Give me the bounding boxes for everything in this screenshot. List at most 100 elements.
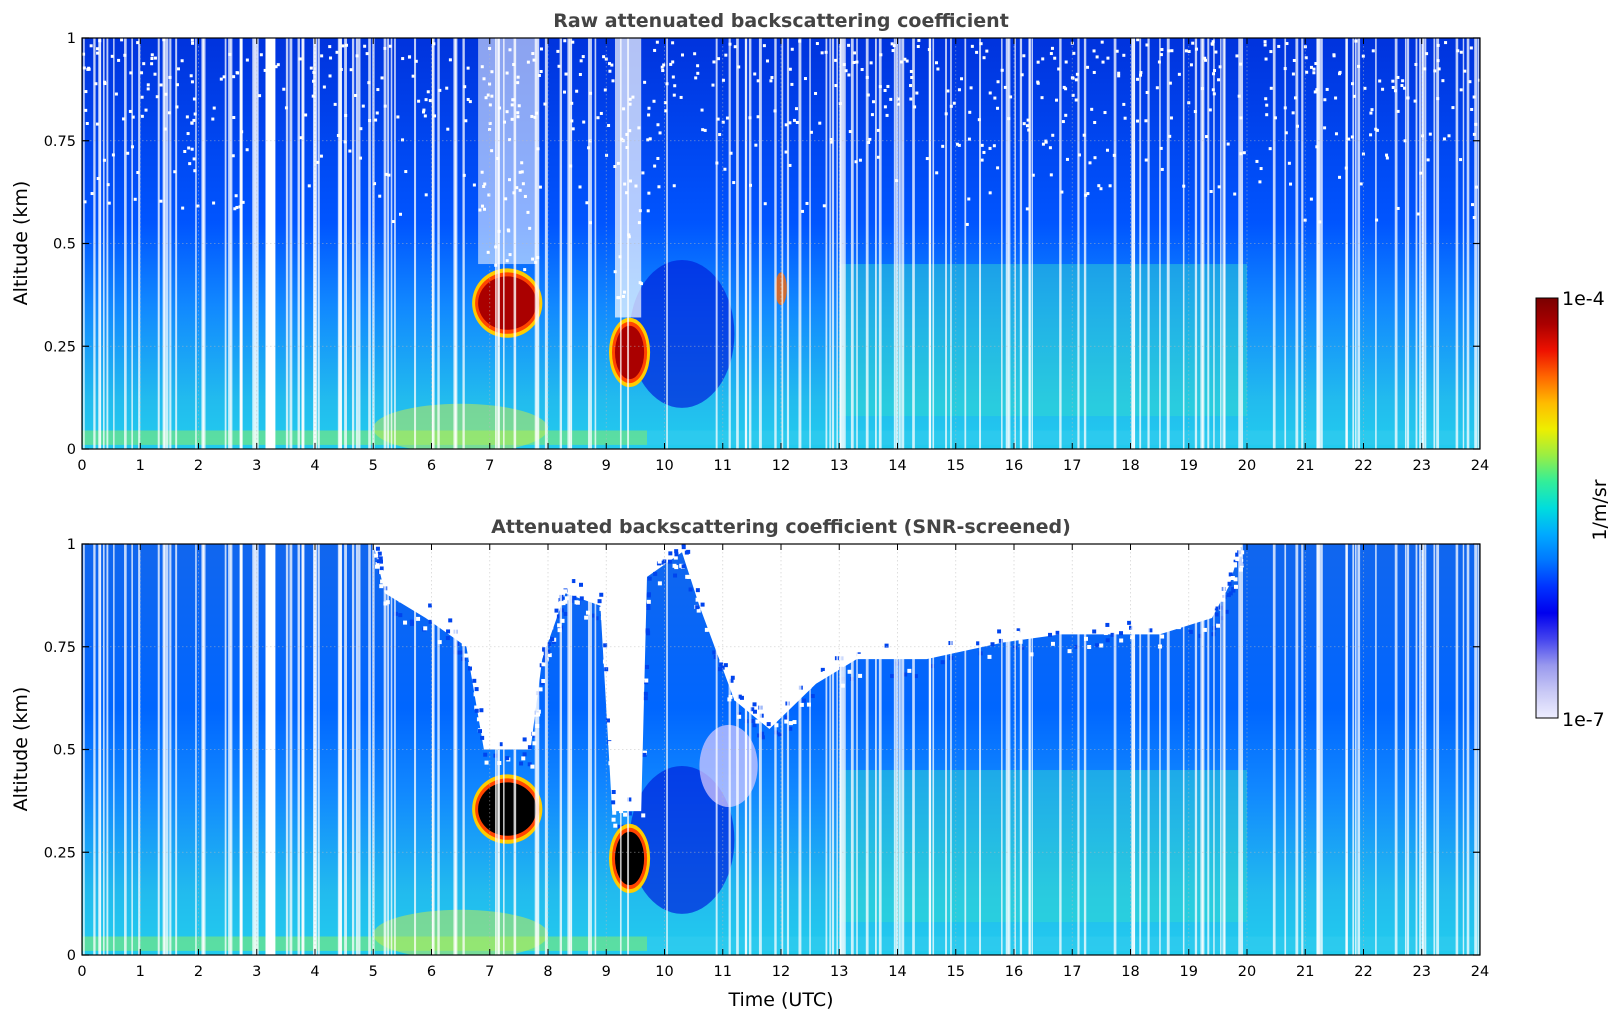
- edge-pixel: [668, 551, 673, 556]
- noise-speckle: [1396, 75, 1400, 79]
- data-gap: [162, 544, 165, 955]
- data-gap: [495, 544, 497, 955]
- noise-speckle: [818, 121, 822, 125]
- data-gap: [1182, 38, 1185, 449]
- noise-speckle: [909, 69, 913, 73]
- data-gap: [454, 38, 458, 449]
- data-gap: [339, 38, 342, 449]
- data-gap: [1352, 38, 1355, 449]
- x-tick-label: 15: [947, 458, 965, 474]
- data-gap: [358, 544, 361, 955]
- data-gap: [1147, 544, 1150, 955]
- noise-speckle: [107, 201, 111, 205]
- edge-pixel: [696, 608, 701, 613]
- noise-speckle: [259, 53, 263, 57]
- noise-speckle: [756, 79, 760, 83]
- data-gap: [1083, 38, 1087, 449]
- noise-speckle: [236, 71, 240, 75]
- noise-speckle: [647, 191, 651, 195]
- edge-pixel: [643, 696, 648, 701]
- x-tick-label: 20: [1238, 458, 1256, 474]
- edge-pixel: [1188, 629, 1193, 634]
- noise-speckle: [957, 143, 961, 147]
- data-gap: [758, 544, 762, 955]
- noise-speckle: [96, 177, 100, 181]
- noise-speckle: [1072, 51, 1076, 55]
- noise-speckle: [960, 77, 964, 81]
- data-gap: [228, 544, 232, 955]
- noise-speckle: [232, 75, 236, 79]
- noise-speckles: [82, 38, 1480, 300]
- data-gap: [1404, 38, 1407, 449]
- data-gap: [1394, 38, 1398, 449]
- noise-speckle: [146, 87, 150, 91]
- noise-speckle: [1447, 134, 1451, 138]
- noise-speckle: [85, 122, 89, 126]
- edge-pixel: [784, 719, 789, 724]
- data-gap: [1318, 544, 1321, 955]
- edge-pixel: [487, 745, 492, 750]
- data-gap: [715, 544, 718, 955]
- noise-speckle: [681, 53, 685, 57]
- noise-speckle: [885, 113, 889, 117]
- edge-pixel: [940, 660, 945, 665]
- noise-speckle: [1284, 131, 1288, 135]
- edge-pixel: [527, 762, 532, 767]
- edge-pixel: [506, 740, 511, 745]
- data-gap: [932, 38, 935, 449]
- noise-speckle: [424, 98, 428, 102]
- edge-pixel: [695, 597, 700, 602]
- noise-speckle: [1332, 54, 1336, 58]
- noise-speckle: [996, 80, 1000, 84]
- noise-speckle: [140, 114, 144, 118]
- noise-speckle: [756, 115, 760, 119]
- noise-speckle: [847, 73, 851, 77]
- data-gap: [1375, 38, 1377, 449]
- noise-speckle: [466, 97, 470, 101]
- noise-speckle: [663, 101, 667, 105]
- noise-speckle: [876, 155, 880, 159]
- x-tick-label: 6: [427, 458, 436, 474]
- x-tick-label: 9: [602, 964, 611, 980]
- x-tick-label: 18: [1121, 964, 1139, 980]
- noise-speckle: [298, 57, 302, 61]
- data-gap: [964, 38, 967, 449]
- edge-pixel: [716, 648, 721, 653]
- noise-speckle: [1263, 40, 1267, 44]
- noise-speckle: [424, 193, 428, 197]
- noise-speckle: [417, 99, 421, 103]
- data-gap: [252, 38, 255, 449]
- edge-pixel: [766, 722, 771, 727]
- noise-speckle: [322, 85, 326, 89]
- noise-speckle: [1255, 159, 1259, 163]
- noise-speckle: [1204, 58, 1208, 62]
- noise-speckle: [753, 72, 757, 76]
- noise-speckle: [982, 56, 986, 60]
- noise-speckle: [175, 83, 179, 87]
- noise-speckle: [1117, 74, 1121, 78]
- noise-speckle: [936, 67, 940, 71]
- noise-speckle: [1145, 90, 1149, 94]
- noise-speckle: [660, 65, 664, 69]
- noise-speckle: [721, 120, 725, 124]
- data-gap: [1207, 38, 1210, 449]
- noise-speckle: [886, 84, 890, 88]
- x-tick-label: 1: [136, 964, 145, 980]
- noise-speckle: [909, 97, 913, 101]
- data-gap: [536, 544, 539, 955]
- data-gap: [979, 544, 982, 955]
- noise-speckle: [1184, 49, 1188, 53]
- noise-speckle: [1396, 206, 1400, 210]
- noise-speckle: [328, 45, 332, 49]
- noise-speckle: [656, 123, 660, 127]
- edge-pixel: [1121, 626, 1126, 631]
- data-gap: [850, 38, 854, 449]
- edge-pixel: [1029, 652, 1034, 657]
- data-gap: [1213, 544, 1215, 955]
- edge-pixel: [594, 616, 599, 621]
- x-ticks-raw: 0 1 2 3 4 5 6 7 8 9 10 11 12 13 14 15 16 17 18 19 20 21 22 23 24: [77, 38, 1489, 474]
- edge-pixel: [579, 582, 584, 587]
- noise-speckle: [905, 59, 909, 63]
- noise-speckle: [1086, 65, 1090, 69]
- data-gap: [368, 544, 371, 955]
